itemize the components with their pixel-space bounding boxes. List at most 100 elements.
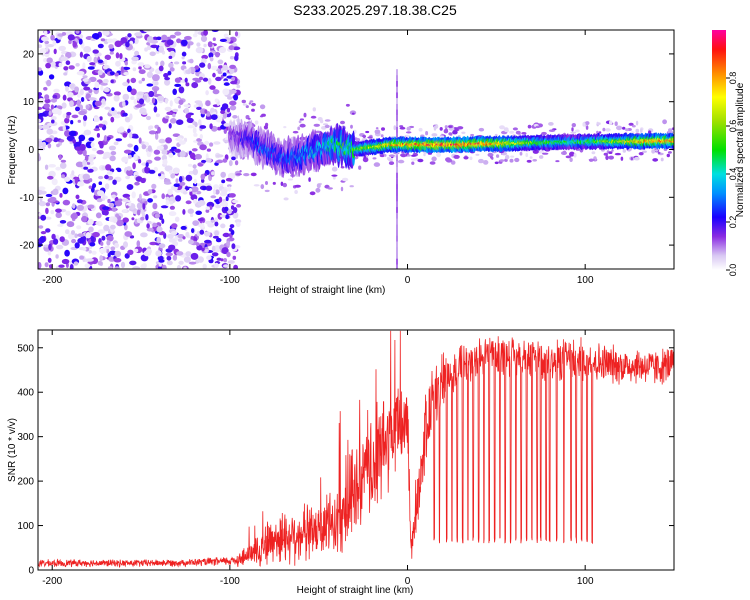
- spectrogram-cell: [527, 124, 532, 129]
- spectrogram-cell: [396, 264, 398, 269]
- spectrogram-cell: [132, 266, 141, 269]
- spectrogram-cell: [146, 83, 154, 87]
- spectrogram-cell: [147, 220, 152, 225]
- spectrogram-cell: [215, 160, 224, 164]
- spectrogram-cell: [283, 126, 287, 129]
- spectrogram-cell: [149, 51, 156, 57]
- spectrogram-cell: [219, 214, 227, 218]
- spectrogram-cell: [74, 177, 78, 185]
- spectrogram-cell: [86, 55, 92, 63]
- spectrogram-cell: [138, 137, 142, 144]
- spectrogram-cell: [214, 189, 220, 195]
- spectrogram-cell: [630, 157, 633, 161]
- spectrogram-cell: [194, 153, 202, 160]
- spectrogram-cell: [147, 189, 153, 195]
- spectrogram-cell: [231, 243, 236, 250]
- spectrogram-cell: [218, 46, 227, 54]
- spectrogram-cell: [183, 104, 191, 108]
- spectrogram-cell: [122, 100, 126, 108]
- spectrogram-cell: [611, 149, 614, 152]
- spectrogram-cell: [162, 159, 168, 165]
- spectrogram-cell: [75, 63, 80, 67]
- spectrogram-cell: [331, 166, 338, 172]
- spectrogram-cell: [48, 170, 56, 178]
- spectrogram-cell: [102, 156, 107, 160]
- spectrogram-cell: [125, 41, 130, 48]
- spectrogram-cell: [210, 107, 215, 114]
- spectrogram-cell: [178, 140, 186, 145]
- spectrogram-cell: [99, 116, 103, 121]
- spectrogram-cell: [53, 238, 59, 245]
- spectrogram-cell: [56, 143, 60, 148]
- spectrogram-cell: [59, 193, 63, 198]
- snr-ytick-label: 100: [17, 521, 34, 532]
- spectrogram-cell: [185, 113, 191, 119]
- spectrogram-cell: [41, 36, 49, 42]
- spectrogram-cell: [84, 263, 91, 269]
- spectrogram-cell: [66, 135, 75, 141]
- spectrogram-cell: [142, 203, 146, 210]
- spectrogram-cell: [83, 86, 91, 91]
- spectrogram-cell: [114, 40, 122, 48]
- spectrogram-cell: [137, 91, 144, 96]
- spectrogram-cell: [87, 218, 94, 225]
- spectrogram-cell: [112, 216, 118, 224]
- spectrogram-cell: [396, 229, 398, 236]
- spectrogram-cell: [388, 154, 395, 157]
- spectrogram-cell: [282, 182, 287, 188]
- snr-frame: [37, 329, 675, 571]
- spectrogram-cell: [396, 120, 398, 127]
- spectrogram-cell: [155, 250, 162, 257]
- spectrogram-cell: [206, 201, 215, 208]
- spectrogram-cell: [47, 143, 52, 149]
- spectrogram-cell: [102, 120, 108, 126]
- spectrogram-cell: [598, 131, 602, 134]
- spectrogram-cell: [134, 248, 139, 253]
- spectrogram-xlabel: Height of straight line (km): [269, 285, 386, 296]
- spectrogram-cell: [166, 47, 175, 51]
- spectrogram-cell: [541, 131, 547, 136]
- spectrogram-cell: [189, 213, 194, 218]
- spectrogram-cell: [167, 70, 172, 76]
- spectrogram-cell: [168, 244, 176, 251]
- spectrogram-cell: [74, 86, 79, 93]
- spectrogram-cell: [294, 184, 301, 188]
- spectrogram-cell: [172, 88, 177, 96]
- spectrogram-cell: [243, 173, 250, 177]
- spectrogram-cell: [89, 178, 93, 183]
- spectrogram-cell: [184, 107, 190, 114]
- spectrogram-cell: [164, 98, 169, 104]
- snr-ytick-label: 200: [17, 477, 34, 488]
- spectrogram-cell: [92, 49, 99, 54]
- spectrogram-cell: [38, 67, 42, 72]
- spectrogram-cell: [145, 214, 149, 221]
- spectrogram-cell: [206, 148, 211, 152]
- spectrogram-cell: [396, 206, 398, 213]
- spectrogram-cell: [146, 71, 153, 78]
- spectrogram-cell: [122, 217, 129, 223]
- spectrogram-cell: [324, 119, 331, 122]
- spectrogram-cell: [229, 67, 235, 74]
- spectrogram-cell: [38, 225, 44, 229]
- spectrogram-cell: [571, 127, 574, 132]
- spectrogram-cell: [193, 198, 197, 204]
- spectrogram-cell: [136, 240, 141, 248]
- spectrogram-cell: [203, 43, 207, 48]
- spectrogram-cell: [396, 183, 398, 190]
- spectrogram-cell: [396, 80, 398, 87]
- spectrogram-cell: [126, 166, 132, 171]
- spectrogram-cell: [174, 148, 182, 153]
- spectrogram-cell: [230, 205, 235, 210]
- spectrogram-cell: [234, 55, 239, 62]
- spectrogram-cell: [61, 258, 70, 265]
- spectrogram-cell: [154, 156, 161, 161]
- spectrogram-cell: [332, 176, 336, 180]
- spectrogram-cell: [93, 128, 101, 132]
- spectrogram-cell: [209, 56, 214, 62]
- spectrogram-cell: [62, 94, 67, 101]
- spectrogram-cell: [190, 186, 199, 193]
- spectrogram-cell: [100, 85, 104, 91]
- spectrogram-cell: [148, 125, 154, 130]
- spectrogram-cell: [120, 37, 128, 44]
- snr-ytick-label: 0: [28, 566, 34, 577]
